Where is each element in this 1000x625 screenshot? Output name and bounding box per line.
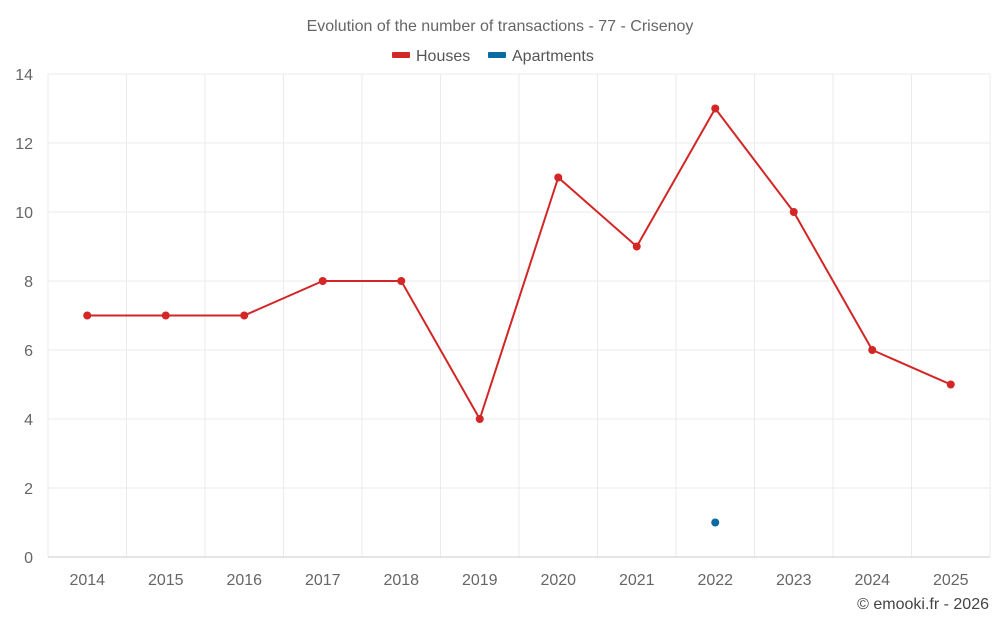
- x-gridlines: [47, 74, 991, 557]
- y-axis-ticks: 0 2 4 6 8 10 12 14: [15, 67, 33, 567]
- y-tick-label: 14: [15, 67, 33, 84]
- data-point-houses: [397, 277, 406, 285]
- y-tick-label: 10: [15, 205, 33, 222]
- data-point-houses: [868, 346, 877, 354]
- y-tick-label: 6: [24, 343, 33, 360]
- data-point-houses: [161, 311, 170, 320]
- x-tick-label: 2014: [69, 572, 105, 589]
- legend-swatch-apartments: [488, 52, 506, 58]
- credit-text: © emooki.fr - 2026: [857, 596, 989, 613]
- data-point-houses: [632, 242, 641, 251]
- data-point-houses: [83, 311, 92, 320]
- y-tick-label: 8: [24, 274, 33, 291]
- legend-label-apartments[interactable]: Apartments: [512, 48, 594, 65]
- legend-swatch-houses: [392, 52, 410, 58]
- data-point-houses: [554, 173, 563, 182]
- data-point-houses: [946, 380, 955, 389]
- x-tick-label: 2017: [305, 572, 341, 589]
- x-tick-label: 2019: [462, 572, 498, 589]
- y-tick-label: 12: [15, 136, 33, 153]
- y-tick-label: 4: [24, 412, 33, 429]
- data-point-houses: [475, 415, 484, 423]
- x-tick-label: 2023: [776, 572, 812, 589]
- x-tick-label: 2015: [148, 572, 184, 589]
- x-tick-label: 2024: [854, 572, 890, 589]
- data-point-houses: [240, 311, 249, 320]
- data-point-houses: [711, 104, 720, 113]
- x-tick-label: 2021: [619, 572, 655, 589]
- x-tick-label: 2020: [540, 572, 576, 589]
- x-tick-label: 2025: [933, 572, 969, 589]
- data-point-houses: [789, 208, 798, 216]
- x-tick-label: 2022: [697, 572, 733, 589]
- x-tick-label: 2016: [226, 572, 262, 589]
- data-point-apartments: [711, 518, 720, 527]
- data-point-houses: [318, 277, 327, 285]
- series-layer: [83, 104, 955, 527]
- x-axis-ticks: 2014 2015 2016 2017 2018 2019 2020 2021 2022 2023…: [69, 572, 968, 589]
- series-line-houses: [87, 107, 952, 420]
- chart-title: Evolution of the number of transactions …: [307, 18, 694, 35]
- legend: Houses Apartments: [392, 48, 594, 65]
- y-tick-label: 0: [24, 550, 33, 567]
- x-tick-label: 2018: [383, 572, 419, 589]
- legend-label-houses[interactable]: Houses: [416, 48, 470, 65]
- y-tick-label: 2: [24, 481, 33, 498]
